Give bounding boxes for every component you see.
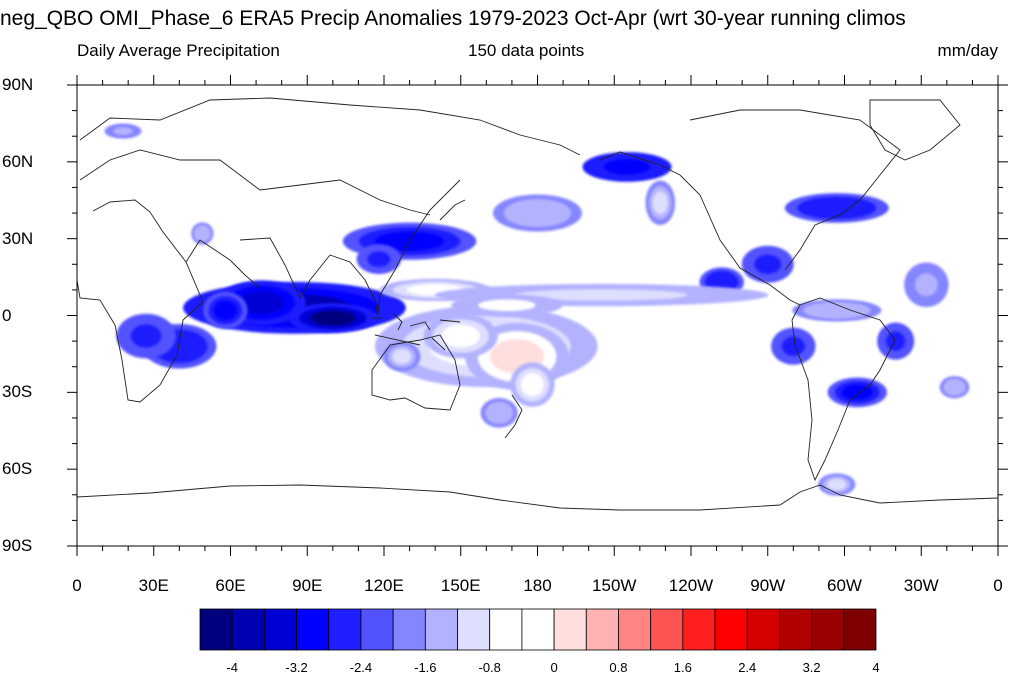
y-tick-label: 60S: [2, 459, 33, 479]
x-tick-label: 0: [72, 576, 82, 595]
coastlines: [77, 97, 998, 511]
colorbar-level-label: 3.2: [802, 660, 821, 675]
axis-ticks: [67, 75, 1008, 556]
center-subtitle: 150 data points: [468, 41, 585, 60]
x-tick-label: 150W: [592, 576, 637, 595]
anomaly-patch-14-level-2: [886, 331, 906, 351]
chart-title: neg_QBO OMI_Phase_6 ERA5 Precip Anomalie…: [0, 7, 906, 30]
anomaly-field: [104, 123, 970, 496]
anomaly-patch-22-level-2: [489, 405, 509, 421]
anomaly-patch-9-level-2: [809, 200, 864, 216]
anomaly-patch-31-level-2: [113, 127, 133, 135]
x-tick-label: 120E: [364, 576, 404, 595]
y-tick-label: 30N: [2, 228, 34, 248]
anomaly-patch-21-level-2: [520, 373, 544, 397]
x-tick-label: 180: [523, 576, 552, 595]
left-subtitle: Daily Average Precipitation: [77, 41, 280, 60]
colorbar-level-label: -2.4: [349, 660, 373, 675]
units-label: mm/day: [937, 41, 998, 60]
y-tick-label: 0: [2, 305, 12, 325]
x-tick-label: 30E: [138, 576, 169, 595]
colorbar-level-label: -1.6: [414, 660, 437, 675]
anomaly-patch-19-level-2: [515, 289, 688, 301]
x-tick-label: 150E: [440, 576, 481, 595]
colorbar-level-label: 1.6: [673, 660, 692, 675]
x-tick-label: 90W: [750, 576, 786, 595]
y-tick-label: 60N: [2, 151, 34, 171]
anomaly-patch-2-level-2: [238, 291, 285, 315]
anomaly-patch-3-level-2: [213, 300, 237, 320]
anomaly-patch-11-level-2: [710, 274, 734, 290]
anomaly-patch-7-level-2: [367, 251, 391, 267]
colorbar-level-label: -4: [226, 660, 238, 675]
anomaly-patch-17-level-2: [441, 324, 480, 348]
x-tick-label: 90E: [292, 576, 323, 595]
anomaly-patch-25-level-2: [652, 191, 668, 215]
x-tick-label: 60W: [827, 576, 862, 595]
anomaly-patch-23-level-2: [392, 348, 412, 365]
x-tick-label: 60E: [215, 576, 246, 595]
x-tick-label: 120W: [668, 576, 714, 595]
y-tick-label: 30S: [2, 382, 33, 402]
anomaly-patch-26-level-2: [813, 304, 860, 317]
anomaly-patch-28-level-2: [946, 381, 963, 393]
anomaly-patch-30-level-2: [196, 227, 209, 240]
x-tick-label: 30W: [903, 576, 939, 595]
colorbar-level-label: -3.2: [285, 660, 308, 675]
anomaly-patch-1-level-2: [309, 310, 356, 326]
map-plot: [67, 75, 1008, 556]
anomaly-patch-20-level-2: [478, 299, 536, 312]
anomaly-patch-29-level-2: [827, 478, 847, 491]
anomaly-patch-8-level-2: [604, 159, 651, 175]
colorbar-level-label: 0.8: [609, 660, 628, 675]
x-tick-label: 0: [993, 576, 1003, 595]
colorbar-level-label: 0: [550, 660, 558, 675]
y-tick-label: 90S: [2, 536, 33, 555]
anomaly-patch-13-level-2: [781, 336, 805, 356]
y-tick-label: 90N: [2, 75, 34, 94]
anomaly-patch-10-level-2: [754, 254, 782, 274]
colorbar-level-label: 4: [872, 660, 880, 675]
anomaly-patch-24-level-2: [514, 203, 561, 223]
colorbar-level-label: 2.4: [738, 660, 757, 675]
anomaly-patch-27-level-2: [914, 273, 938, 297]
colorbar-level-label: -0.8: [478, 660, 501, 675]
anomaly-patch-5-level-2: [130, 324, 162, 348]
